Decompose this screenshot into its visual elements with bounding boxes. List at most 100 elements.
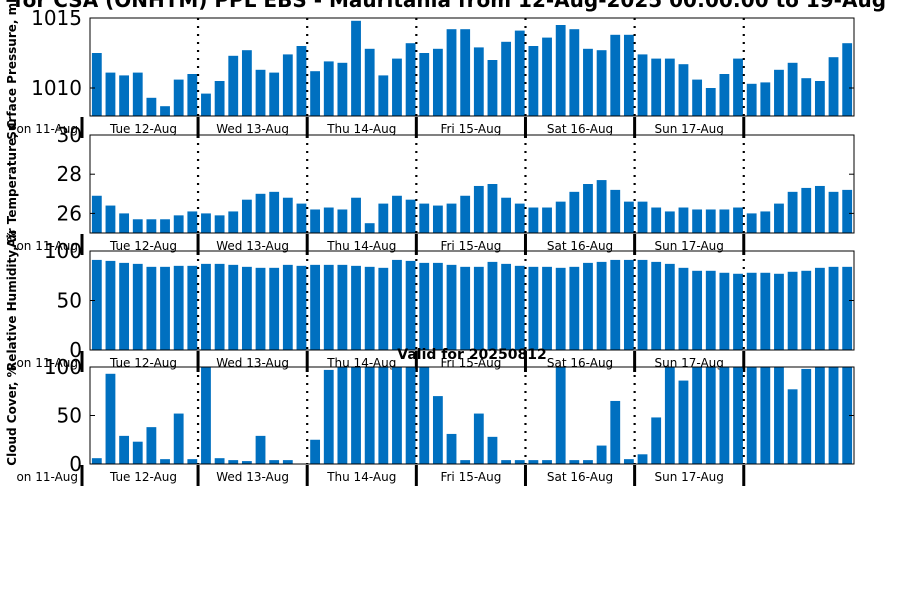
data-bar (310, 71, 321, 116)
data-bar (733, 273, 743, 350)
data-bar (228, 264, 239, 350)
data-bar (119, 213, 130, 233)
data-bar (460, 29, 471, 117)
data-bar (187, 265, 198, 350)
left-day-label: on 11-Aug (16, 356, 78, 370)
data-bar (255, 267, 266, 350)
data-bar (255, 69, 266, 116)
data-bar (664, 263, 675, 350)
data-bar (351, 20, 361, 116)
data-bar (746, 367, 757, 464)
data-bar (487, 184, 498, 233)
data-bar (733, 367, 743, 464)
data-bar (337, 367, 348, 464)
day-label: Thu 14-Aug (326, 470, 396, 484)
data-bar (651, 417, 662, 464)
y-axis-label: Air Temperature, C (5, 120, 19, 248)
data-bar (501, 41, 512, 116)
plot-frame (89, 17, 855, 117)
data-bar (528, 46, 539, 116)
data-bar (692, 209, 703, 233)
data-bar (719, 272, 730, 350)
data-bar (460, 460, 471, 464)
data-bar (296, 265, 307, 350)
data-bar (241, 199, 252, 233)
y-tick-label: 50 (57, 289, 82, 313)
data-bar (105, 72, 116, 116)
data-bar (405, 199, 416, 233)
data-bar (432, 262, 443, 350)
data-bar (269, 460, 280, 464)
day-label: Tue 12-Aug (109, 356, 177, 370)
data-bar (91, 53, 102, 116)
data-bar (623, 34, 634, 116)
data-bar (105, 373, 116, 464)
data-bar (132, 263, 143, 350)
data-bar (460, 195, 471, 233)
data-bar (610, 189, 621, 233)
data-bar (473, 47, 484, 116)
data-bar (392, 367, 402, 464)
data-bar (323, 207, 334, 233)
day-label: Tue 12-Aug (109, 239, 177, 253)
data-bar (364, 266, 375, 350)
data-bar (828, 191, 839, 233)
data-bar (801, 368, 812, 464)
data-bar (432, 396, 443, 464)
data-bar (296, 46, 307, 116)
day-label: Wed 13-Aug (216, 122, 289, 136)
data-bar (501, 263, 512, 350)
data-bar (160, 219, 170, 233)
data-bar (432, 48, 443, 116)
data-bar (201, 93, 211, 116)
data-bar (364, 223, 375, 233)
data-bar (501, 197, 512, 233)
day-label: Sun 17-Aug (654, 470, 723, 484)
y-tick-label: 1010 (31, 76, 82, 100)
data-bar (282, 54, 293, 116)
data-bar (801, 187, 812, 233)
data-bar (132, 219, 143, 233)
data-bar (446, 203, 457, 233)
data-bar (310, 439, 321, 464)
data-bar (214, 458, 225, 464)
data-bar (132, 441, 143, 464)
plot-frame (89, 134, 855, 234)
data-bar (774, 367, 784, 464)
data-bar (542, 266, 552, 350)
day-label: Fri 15-Aug (440, 470, 501, 484)
data-bar (119, 75, 130, 116)
data-bar (733, 207, 743, 233)
data-bar (514, 30, 525, 117)
data-bar (692, 270, 703, 350)
day-label: Sat 16-Aug (547, 470, 613, 484)
data-bar (542, 207, 552, 233)
data-bar (337, 62, 348, 116)
data-bar (351, 265, 361, 350)
day-label: Wed 13-Aug (216, 239, 289, 253)
data-bar (228, 460, 239, 464)
data-bar (269, 267, 280, 350)
data-bar (651, 261, 662, 350)
data-bar (760, 272, 771, 350)
data-bar (719, 367, 730, 464)
data-bar (842, 43, 853, 117)
data-bar (282, 197, 293, 233)
data-bar (787, 271, 798, 350)
data-bar (241, 461, 252, 464)
data-bar (623, 459, 634, 464)
data-bar (323, 61, 334, 116)
data-bar (760, 82, 771, 116)
data-bar (719, 209, 730, 233)
data-bar (269, 72, 280, 116)
data-bar (637, 54, 648, 116)
data-bar (678, 380, 689, 464)
data-bar (160, 459, 170, 464)
day-label: Thu 14-Aug (326, 122, 396, 136)
data-bar (378, 203, 389, 233)
data-bar (173, 413, 184, 464)
data-bar (596, 50, 607, 117)
data-bar (446, 29, 457, 117)
data-bar (323, 369, 334, 464)
